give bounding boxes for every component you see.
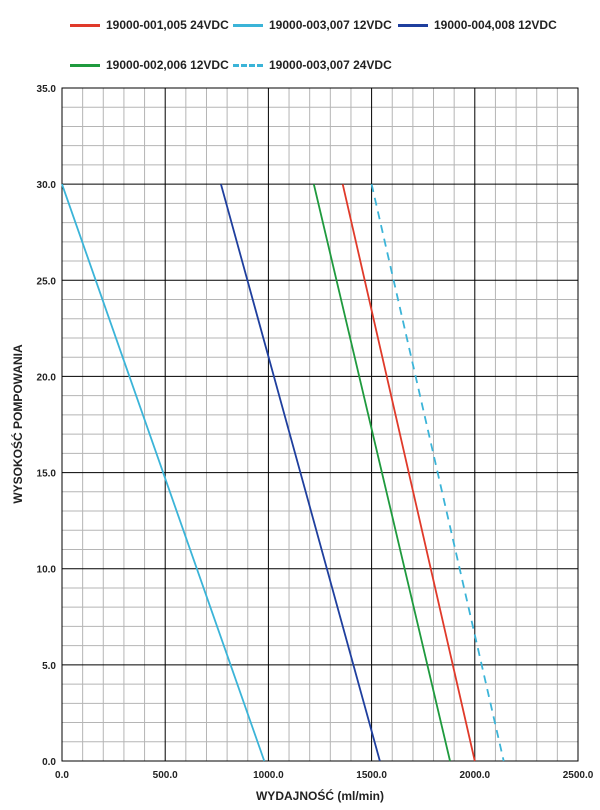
y-axis-title: WYSOKOŚĆ POMPOWANIA [10,344,25,504]
legend-swatch [233,23,263,27]
legend-swatch [70,63,100,67]
y-tick-label: 0.0 [42,757,56,768]
legend-item: 19000-001,005 24VDC [70,18,229,32]
x-tick-labels: 0.0 500.0 1000.0 1500.0 2000.0 2500.0 [55,770,594,781]
legend-label: 19000-003,007 12VDC [269,18,392,32]
series-line [61,183,266,762]
y-tick-label: 25.0 [37,276,57,287]
legend-item: 19000-002,006 12VDC [70,58,229,72]
y-tick-label: 20.0 [37,372,57,383]
minor-grid [62,88,578,761]
legend-label: 19000-001,005 24VDC [106,18,229,32]
series-line [370,183,505,762]
legend-swatch [70,23,100,27]
x-tick-label: 1000.0 [253,770,284,781]
legend-item: 19000-004,008 12VDC [398,18,557,32]
x-tick-label: 500.0 [153,770,178,781]
series-line [220,183,381,762]
legend-item: 19000-003,007 24VDC [233,58,392,72]
y-tick-label: 5.0 [42,661,56,672]
y-tick-label: 15.0 [37,469,57,480]
legend-swatch [398,23,428,27]
legend-label: 19000-002,006 12VDC [106,58,229,72]
y-tick-label: 30.0 [37,180,57,191]
legend-label: 19000-004,008 12VDC [434,18,557,32]
legend-label: 19000-003,007 24VDC [269,58,392,72]
plot-frame [61,87,579,762]
x-tick-label: 2000.0 [460,770,491,781]
legend-item: 19000-003,007 12VDC [233,18,392,32]
x-axis-title: WYDAJNOŚĆ (ml/min) [256,788,384,803]
series-layer [61,183,505,762]
y-tick-label: 10.0 [37,565,57,576]
legend: 19000-001,005 24VDC 19000-003,007 12VDC … [0,0,600,80]
x-tick-label: 1500.0 [356,770,387,781]
series-line [341,183,476,762]
x-tick-label: 2500.0 [563,770,594,781]
series-line [312,183,451,762]
y-tick-labels: 0.0 5.0 10.0 15.0 20.0 25.0 30.0 35.0 [37,84,57,768]
legend-swatch [233,63,263,67]
y-tick-label: 35.0 [37,84,57,95]
x-tick-label: 0.0 [55,770,69,781]
major-grid [61,87,579,762]
